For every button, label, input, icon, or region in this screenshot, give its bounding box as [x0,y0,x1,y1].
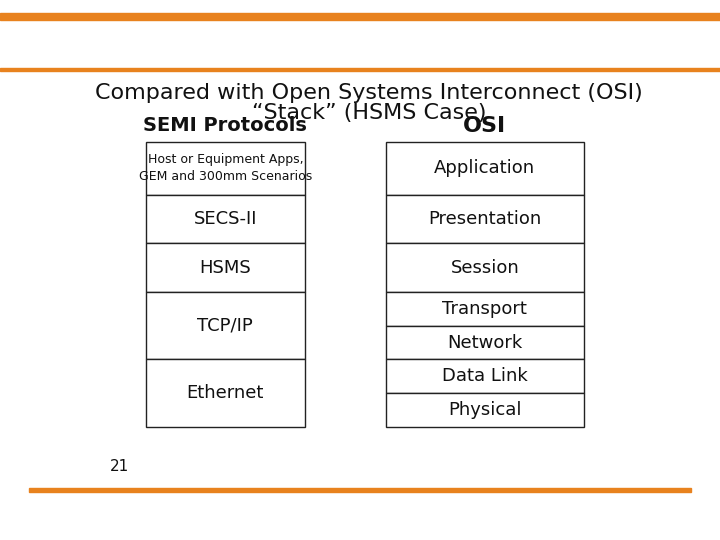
Bar [145,360,305,427]
Text: Physical: Physical [448,401,521,418]
Text: TCP/IP: TCP/IP [197,317,253,335]
Bar [145,141,305,194]
Text: Session: Session [451,259,519,277]
Bar [386,194,584,244]
Text: Data Link: Data Link [442,367,528,385]
Text: SECS-II: SECS-II [194,210,257,228]
Bar [386,141,584,194]
Text: SEMI Protocols: SEMI Protocols [143,117,307,136]
Text: 21: 21 [109,458,129,474]
Bar [386,244,584,292]
Text: Transport: Transport [442,300,527,318]
Bar [386,292,584,326]
Bar [386,326,584,360]
Bar [386,360,584,393]
Text: Host or Equipment Apps,
GEM and 300mm Scenarios: Host or Equipment Apps, GEM and 300mm Sc… [139,153,312,183]
Text: Application: Application [434,159,536,177]
Text: OSI: OSI [463,116,506,136]
Bar [386,393,584,427]
Text: “Stack” (HSMS Case): “Stack” (HSMS Case) [252,103,486,123]
Bar [145,244,305,292]
Text: HSMS: HSMS [199,259,251,277]
Bar [145,194,305,244]
Bar [145,292,305,360]
Text: Presentation: Presentation [428,210,541,228]
Text: Network: Network [447,334,523,352]
Text: Ethernet: Ethernet [186,384,264,402]
Text: Compared with Open Systems Interconnect (OSI): Compared with Open Systems Interconnect … [95,83,643,103]
